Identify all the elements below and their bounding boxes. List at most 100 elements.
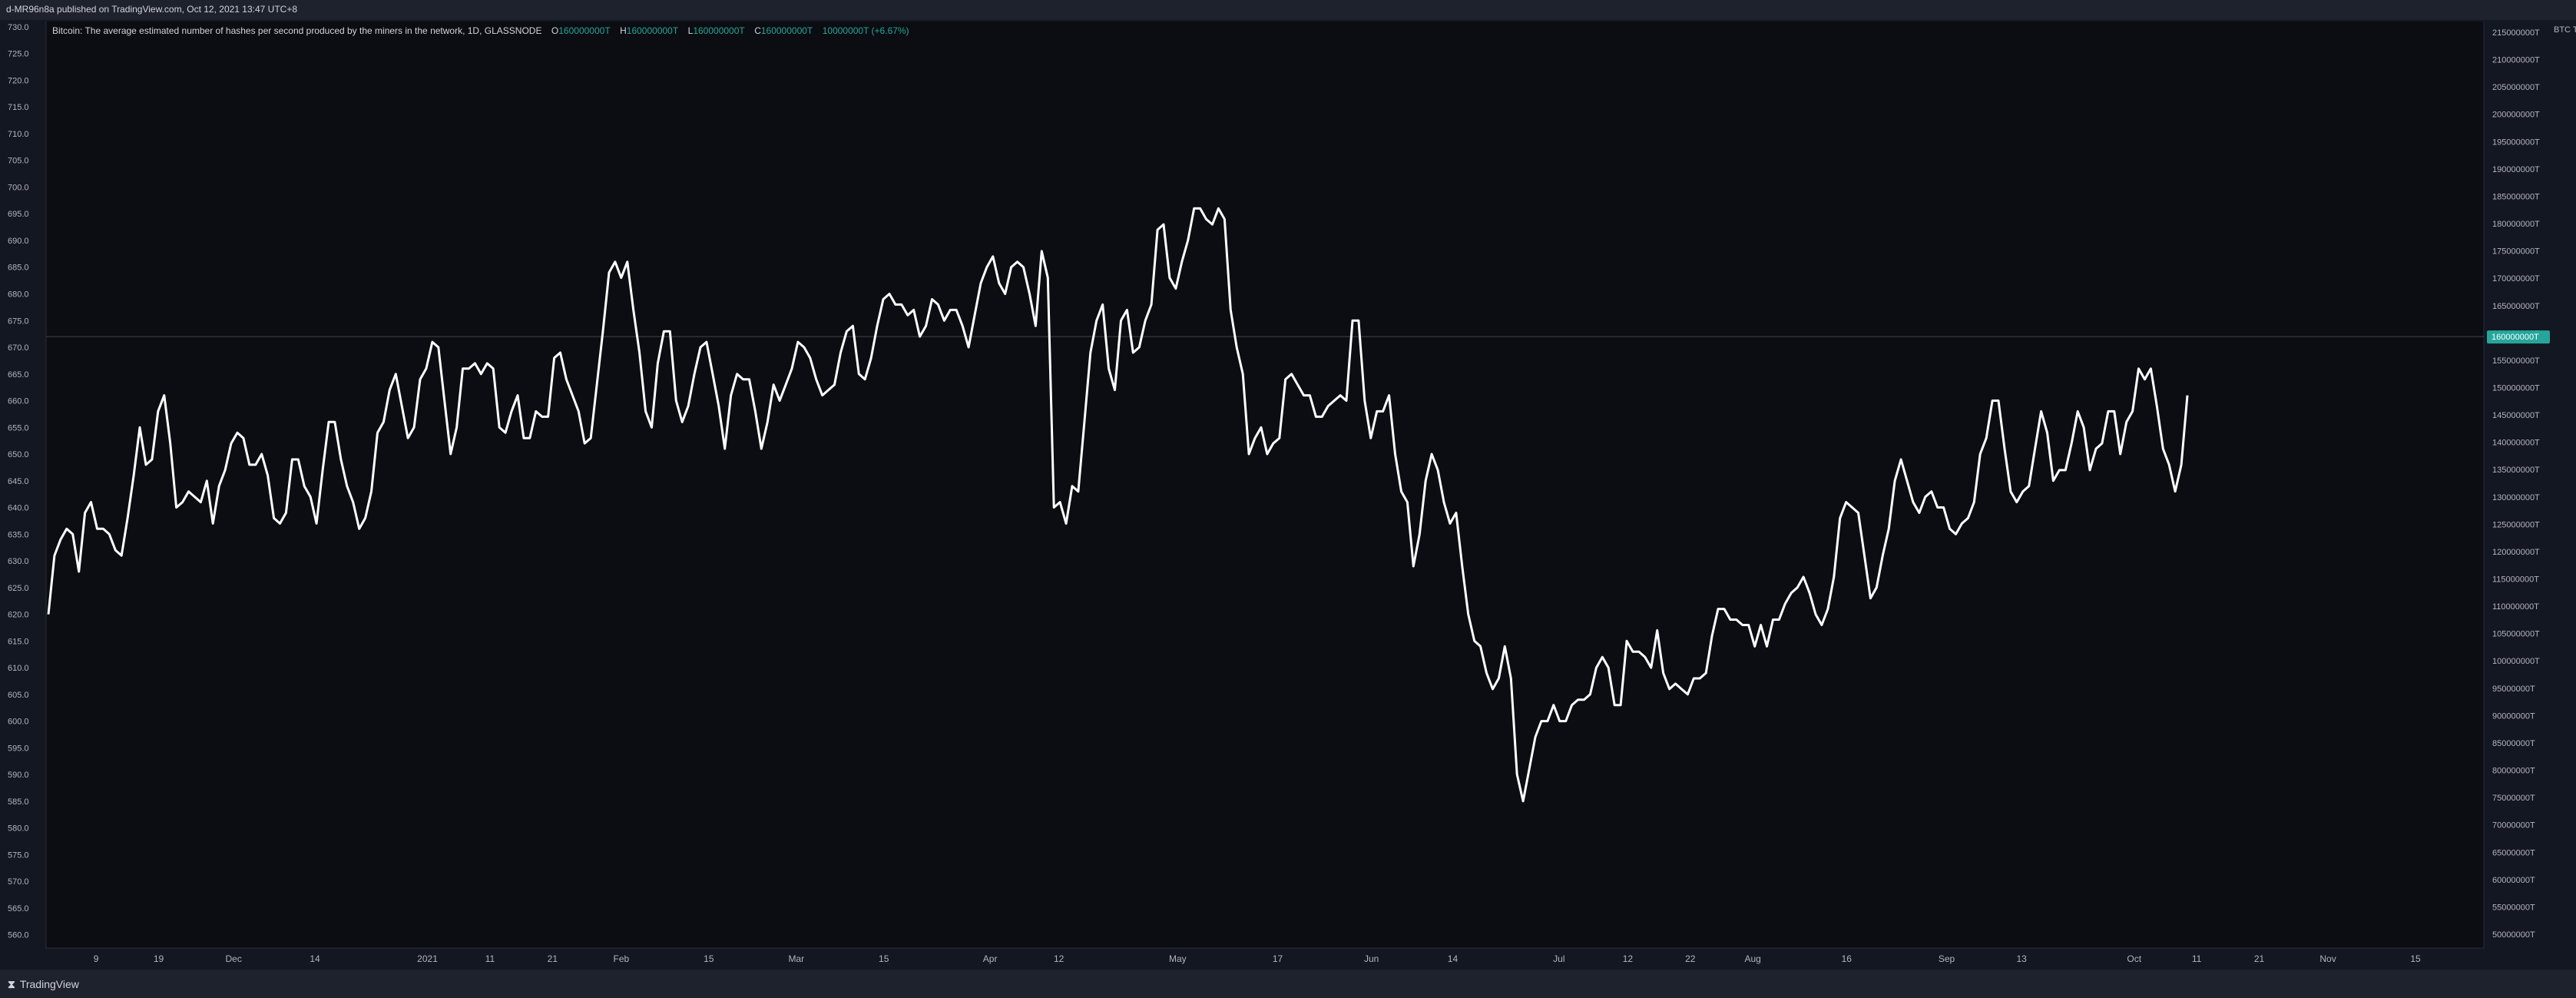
right-axis-tick-label: 105000000T (2492, 630, 2540, 639)
right-axis-tick-label: 80000000T (2492, 767, 2535, 776)
left-axis-tick-label: 560.0 (8, 931, 29, 940)
left-axis-tick-label: 700.0 (8, 183, 29, 192)
x-axis-tick-label: 2021 (417, 953, 438, 964)
right-axis-tick-label: 90000000T (2492, 711, 2535, 721)
x-axis-tick-label: 13 (2017, 953, 2028, 964)
left-axis-tick-label: 580.0 (8, 824, 29, 834)
left-axis-tick-label: 615.0 (8, 637, 29, 646)
right-axis-tick-label: 95000000T (2492, 685, 2535, 694)
x-axis-tick-label: 9 (94, 953, 99, 964)
right-axis-tick-label: 205000000T (2492, 83, 2540, 92)
right-axis-tick-label: 100000000T (2492, 657, 2540, 666)
x-axis-tick-label: 15 (879, 953, 889, 964)
plot-area[interactable] (46, 22, 2484, 948)
left-axis-tick-label: 675.0 (8, 317, 29, 326)
left-axis-tick-label: 630.0 (8, 557, 29, 566)
legend-low-key: L (688, 25, 694, 36)
x-axis-tick-label: Jun (1364, 953, 1379, 964)
left-axis-tick-label: 595.0 (8, 744, 29, 753)
right-axis-tick-label: 195000000T (2492, 138, 2540, 147)
x-axis-tick-label: 12 (1623, 953, 1634, 964)
right-axis-tick-label: 165000000T (2492, 302, 2540, 311)
x-axis-tick-label: 12 (1054, 953, 1065, 964)
x-axis-tick-label: 21 (548, 953, 558, 964)
right-axis-tick-label: 50000000T (2492, 930, 2535, 940)
x-axis-tick-label: 15 (704, 953, 714, 964)
right-axis-tick-label: 185000000T (2492, 192, 2540, 201)
tradingview-brand[interactable]: ⧗ TradingView (8, 978, 79, 991)
left-axis-tick-label: 605.0 (8, 691, 29, 700)
current-value-badge: 160000000T (2487, 330, 2550, 344)
legend-close-key: C (754, 25, 761, 36)
x-axis-tick-label: Nov (2319, 953, 2336, 964)
right-axis-tick-label: 200000000T (2492, 111, 2540, 120)
x-axis-tick-label: Jul (1553, 953, 1564, 964)
right-axis-tick-label: 60000000T (2492, 876, 2535, 885)
left-axis-tick-label: 650.0 (8, 450, 29, 459)
bottom-bar: ⧗ TradingView (0, 970, 2576, 998)
x-axis-tick-label: May (1169, 953, 1187, 964)
right-axis-unit: BTC T (2554, 25, 2576, 35)
time-axis[interactable]: 9 19 Dec 14 2021 11 21 Feb 15 Mar 15 Apr 12 May 17 Jun 1… (94, 953, 2421, 964)
left-axis-tick-label: 600.0 (8, 718, 29, 727)
left-axis-tick-label: 725.0 (8, 50, 29, 59)
x-axis-tick-label: Apr (983, 953, 998, 964)
right-axis-tick-label: 140000000T (2492, 439, 2540, 448)
legend-title: Bitcoin: The average estimated number of… (52, 25, 541, 36)
x-axis-tick-label: 11 (2192, 953, 2202, 964)
right-axis-tick-label: 85000000T (2492, 739, 2535, 748)
x-axis-tick-label: 17 (1273, 953, 1283, 964)
right-axis-tick-label: 175000000T (2492, 247, 2540, 257)
x-axis-tick-label: 16 (1842, 953, 1853, 964)
right-axis-tick-label: 110000000T (2492, 602, 2539, 612)
current-value-label: 160000000T (2492, 333, 2539, 342)
legend-change: 10000000T (+6.67%) (823, 25, 909, 36)
tradingview-logo-icon: ⧗ (8, 978, 15, 990)
x-axis-tick-label: Oct (2127, 953, 2141, 964)
x-axis-tick-label: 22 (1685, 953, 1696, 964)
left-axis-tick-label: 730.0 (8, 23, 29, 32)
right-axis-tick-label: 170000000T (2492, 274, 2540, 283)
left-axis-tick-label: 590.0 (8, 771, 29, 780)
right-axis-tick-label: 210000000T (2492, 56, 2540, 65)
right-axis-tick-label: 135000000T (2492, 466, 2540, 475)
right-axis-tick-label: 155000000T (2492, 356, 2540, 366)
left-price-axis[interactable]: 730.0 725.0 720.0 715.0 710.0 705.0 700.0 695.0… (8, 23, 29, 940)
legend-close-value: 160000000T (761, 25, 813, 36)
left-axis-tick-label: 670.0 (8, 343, 29, 353)
left-axis-tick-label: 565.0 (8, 904, 29, 913)
left-axis-tick-label: 620.0 (8, 611, 29, 620)
right-axis-tick-label: 180000000T (2492, 220, 2540, 229)
left-axis-tick-label: 695.0 (8, 210, 29, 219)
right-axis-tick-label: 120000000T (2492, 548, 2540, 557)
left-axis-tick-label: 715.0 (8, 103, 29, 112)
left-axis-tick-label: 640.0 (8, 504, 29, 513)
right-axis-tick-label: 190000000T (2492, 165, 2540, 174)
legend-open-key: O (551, 25, 558, 36)
left-axis-tick-label: 655.0 (8, 423, 29, 433)
left-axis-tick-label: 625.0 (8, 584, 29, 593)
left-axis-tick-label: 720.0 (8, 76, 29, 85)
x-axis-tick-label: Sep (1939, 953, 1955, 964)
series-line (47, 207, 2189, 803)
svg-text:Bitcoin: The average estimated: Bitcoin: The average estimated number of… (52, 24, 909, 37)
left-axis-tick-label: 660.0 (8, 397, 29, 406)
left-axis-tick-label: 635.0 (8, 530, 29, 539)
left-axis-tick-label: 705.0 (8, 157, 29, 166)
left-axis-tick-label: 575.0 (8, 850, 29, 860)
right-axis-tick-label: 70000000T (2492, 821, 2535, 831)
x-axis-tick-label: 19 (154, 953, 164, 964)
left-axis-tick-label: 645.0 (8, 477, 29, 486)
x-axis-tick-label: Feb (614, 953, 630, 964)
right-axis-tick-label: 150000000T (2492, 383, 2540, 393)
x-axis-tick-label: Mar (788, 953, 804, 964)
legend-low-value: 160000000T (693, 25, 745, 36)
chart[interactable]: 730.0 725.0 720.0 715.0 710.0 705.0 700.0 695.0… (0, 20, 2576, 970)
x-axis-tick-label: 15 (2410, 953, 2421, 964)
left-axis-tick-label: 690.0 (8, 237, 29, 246)
right-axis-tick-label: 75000000T (2492, 794, 2535, 803)
right-axis-tick-label: 130000000T (2492, 493, 2540, 502)
right-axis-tick-label: 65000000T (2492, 848, 2535, 857)
right-axis-tick-label: 145000000T (2492, 411, 2540, 420)
right-axis-tick-label: 55000000T (2492, 903, 2535, 912)
